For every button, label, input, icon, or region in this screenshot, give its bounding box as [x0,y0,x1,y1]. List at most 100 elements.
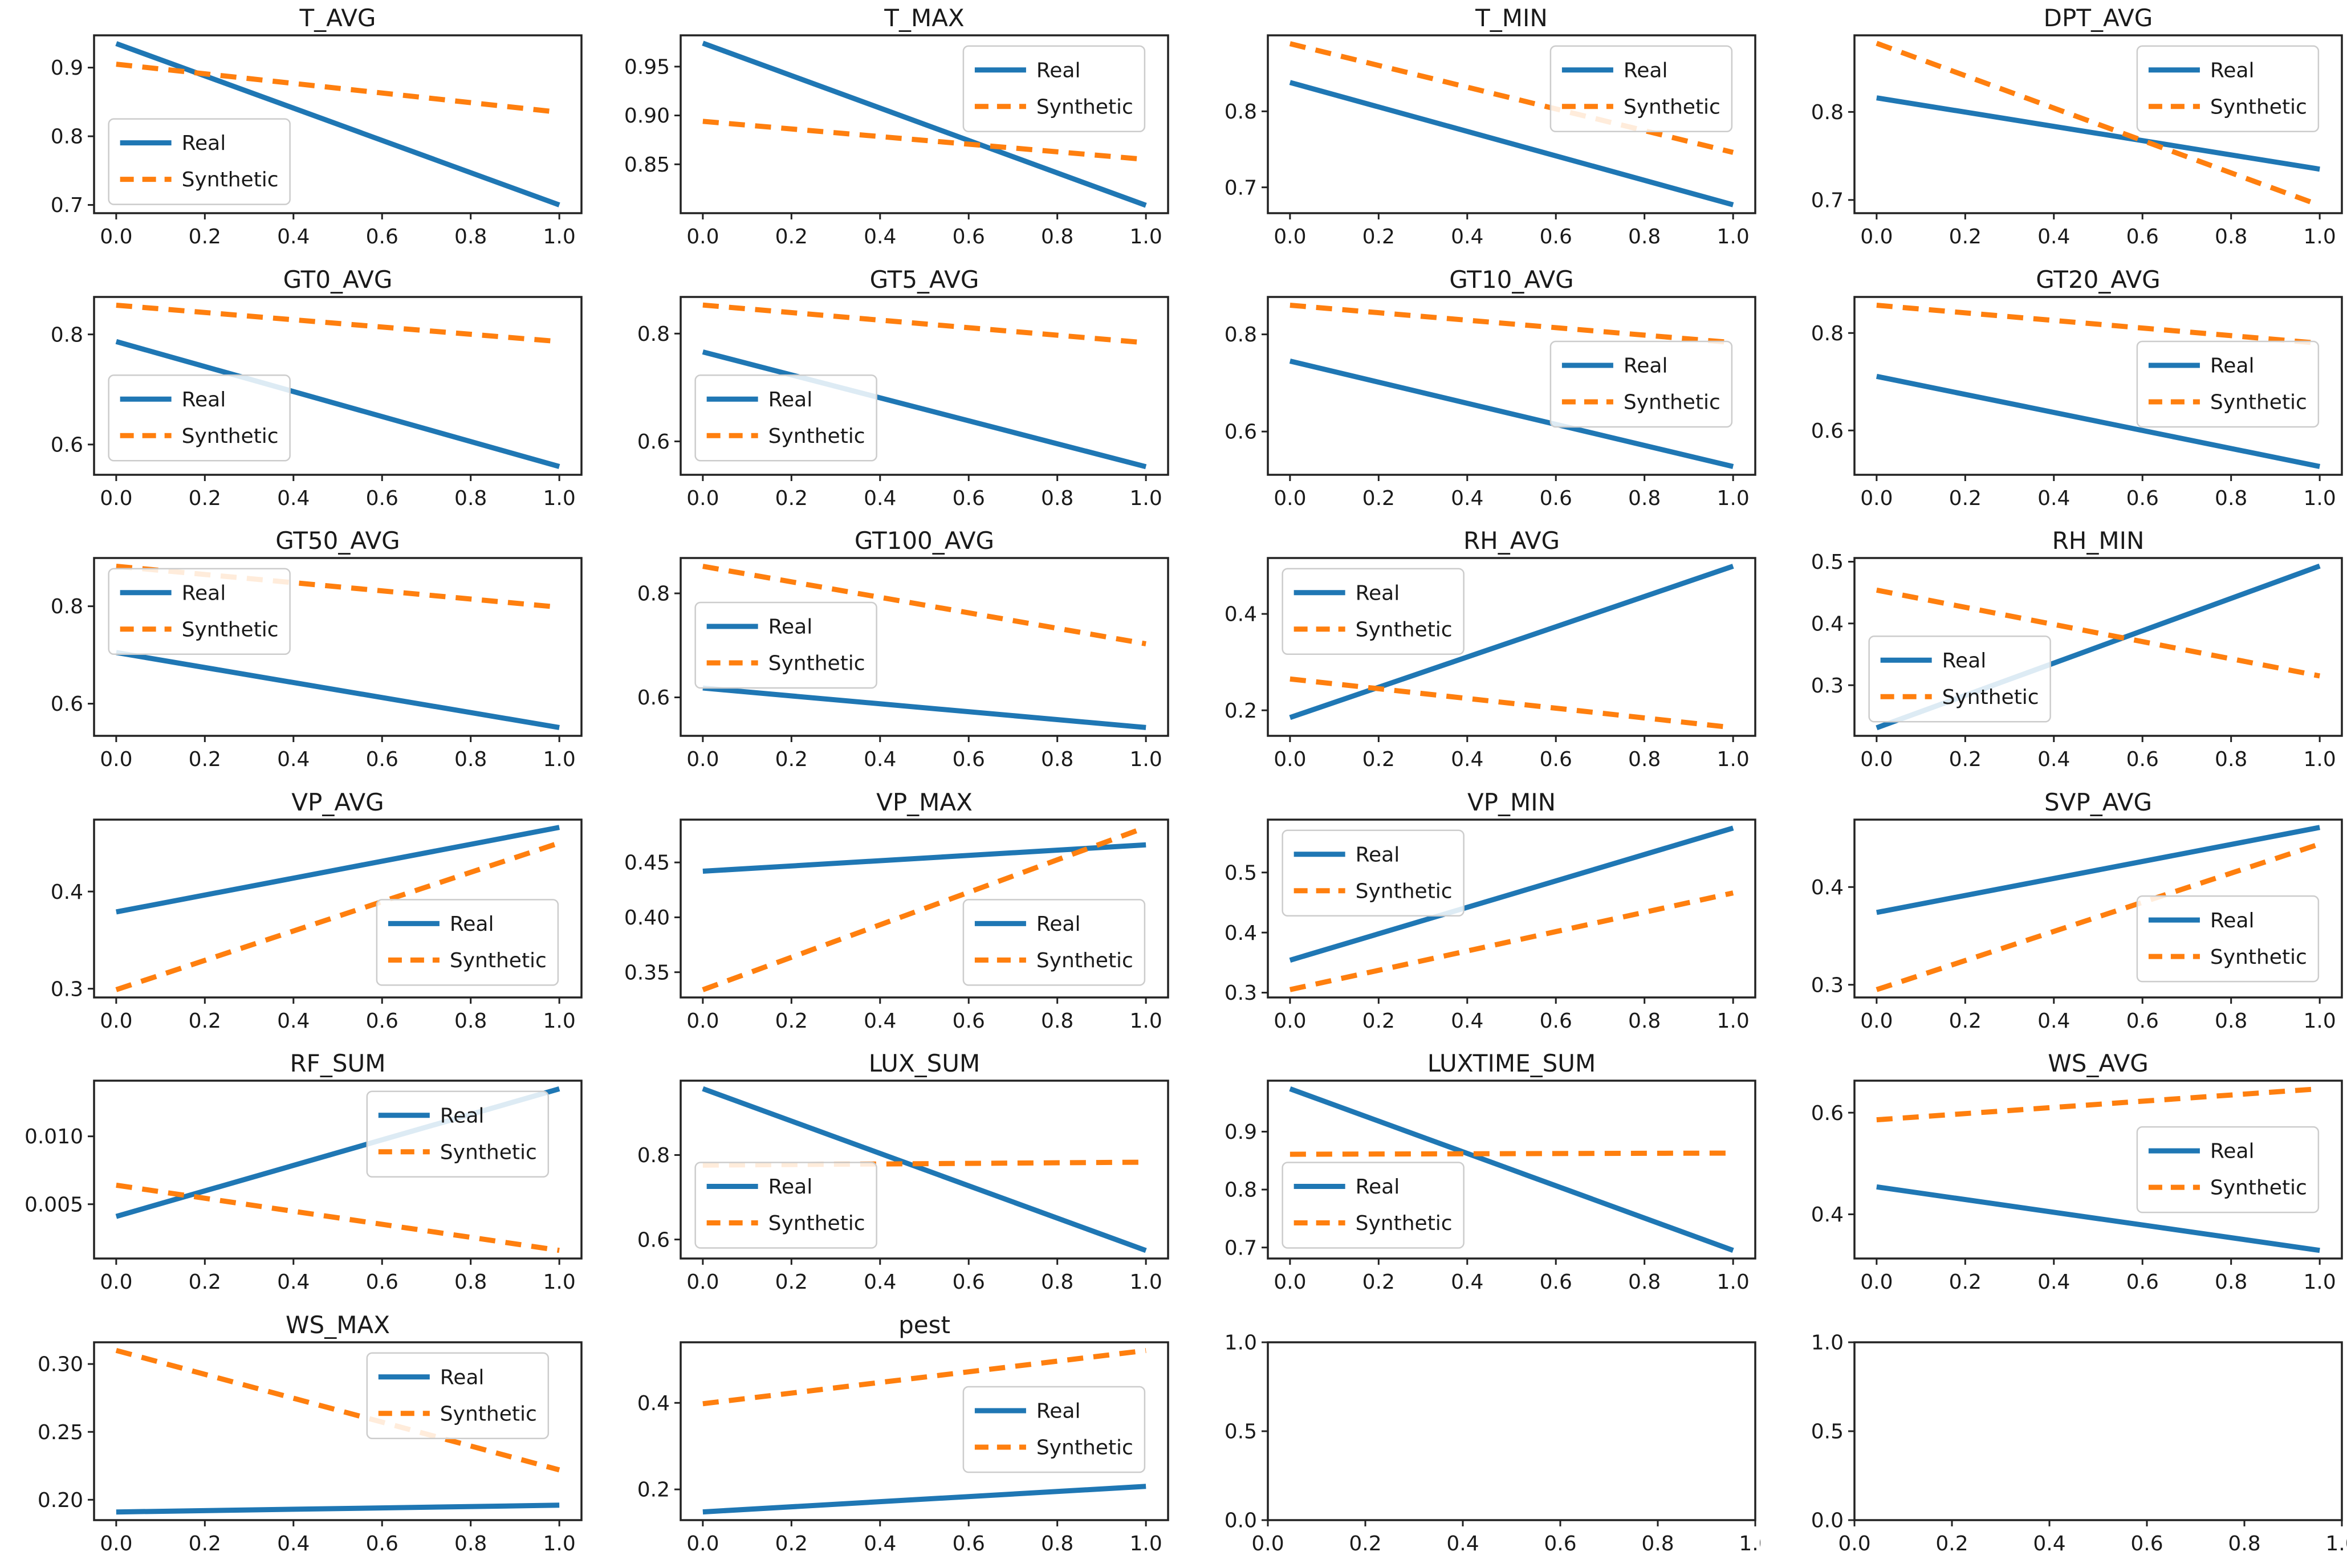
x-tick-label: 0.8 [1628,487,1661,510]
y-tick-label: 0.8 [1811,101,1843,124]
subplot-title: RF_SUM [290,1049,386,1077]
legend: Real Synthetic [1868,636,2051,723]
legend-label-real: Real [1355,843,1400,866]
x-tick-label: 0.4 [864,748,896,771]
legend-label-synthetic: Synthetic [768,1212,865,1235]
y-tick-label: 0.25 [38,1420,83,1444]
x-tick-label: 0.4 [864,1532,896,1555]
x-tick-label: 0.4 [2037,1270,2070,1294]
x-tick-label: 0.0 [1860,225,1893,249]
x-tick-label: 0.4 [2037,748,2070,771]
subplot-VP_MIN: 0.3 0.4 0.5 0.0 0.2 0.4 0.6 0.8 1.0 VP_MIN Real Syn… [1224,788,1756,1033]
legend-label-synthetic: Synthetic [182,618,279,641]
y-tick-label: 0.2 [637,1478,670,1501]
subplot-GT5_AVG: 0.6 0.8 0.0 0.2 0.4 0.6 0.8 1.0 GT5_AVG Real Synth… [637,266,1169,510]
x-tick-label: 1.0 [1130,1009,1162,1033]
y-tick-label: 0.8 [1224,100,1256,124]
x-tick-label: 0.8 [454,1532,487,1555]
subplot-title: GT100_AVG [855,527,994,555]
legend-label-synthetic: Synthetic [1942,686,2039,709]
subplot-GT50_AVG: 0.6 0.8 0.0 0.2 0.4 0.6 0.8 1.0 GT50_AVG Real Synt… [51,527,583,771]
real-line [1289,80,1734,207]
legend-label-synthetic: Synthetic [182,168,279,192]
legend-label-real: Real [1623,59,1667,82]
x-tick-label: 1.0 [1130,748,1162,771]
legend: Real Synthetic [108,118,291,205]
x-tick-label: 0.2 [775,748,808,771]
x-tick-label: 1.0 [543,225,576,249]
x-tick-label: 0.0 [686,487,719,510]
legend-label-real: Real [1942,649,1986,673]
x-tick-label: 0.4 [277,225,310,249]
x-tick-label: 0.2 [1362,225,1394,249]
legend: Real Synthetic [694,601,878,689]
y-tick-label: 0.95 [624,55,670,79]
real-line [1289,825,1734,963]
x-tick-label: 0.8 [1041,748,1073,771]
y-tick-label: 0.4 [1811,875,1843,899]
x-tick-label: 0.6 [1539,1009,1572,1033]
y-tick-label: 0.5 [1811,551,1843,574]
subplot-title: GT5_AVG [870,266,979,294]
subplot-title: RH_MIN [2052,527,2144,555]
y-tick-label: 0.4 [637,1391,670,1415]
x-tick-label: 1.0 [1716,225,1749,249]
x-tick-label: 0.6 [1539,487,1572,510]
legend: Real Synthetic [1281,568,1465,655]
subplot-RF_SUM: 0.005 0.010 0.0 0.2 0.4 0.6 0.8 1.0 RF_SUM Real Sy… [25,1049,583,1294]
x-tick-label: 1.0 [1716,487,1749,510]
subplot-title: WS_AVG [2048,1049,2149,1077]
legend-label-synthetic: Synthetic [1623,390,1720,414]
x-tick-label: 1.0 [543,1009,576,1033]
y-tick-label: 0.4 [1811,612,1843,636]
subplot-title: GT10_AVG [1449,266,1573,294]
x-tick-label: 0.0 [686,1270,719,1294]
x-tick-label: 1.0 [2303,1009,2336,1033]
subplot-title: VP_AVG [291,788,384,816]
y-tick-label: 0.5 [1224,861,1256,885]
x-tick-label: 0.4 [2037,1009,2070,1033]
legend: Real Synthetic [1281,829,1465,917]
x-tick-label: 0.2 [189,748,221,771]
x-tick-label: 1.0 [543,1532,576,1555]
x-tick-label: 0.4 [277,487,310,510]
x-tick-label: 0.4 [1451,225,1483,249]
x-tick-label: 0.8 [1628,1270,1661,1294]
legend-box [1281,829,1465,917]
legend-label-synthetic: Synthetic [182,424,279,447]
x-tick-label: 0.0 [100,1009,132,1033]
legend-label-synthetic: Synthetic [2210,390,2307,414]
x-tick-label: 0.2 [1362,748,1394,771]
x-tick-label: 0.8 [2215,487,2247,510]
real-line [1289,358,1734,469]
x-tick-label: 0.6 [366,1270,398,1294]
subplot-title: GT50_AVG [275,527,400,555]
x-tick-label: 0.4 [1451,748,1483,771]
legend-label-synthetic: Synthetic [450,949,547,972]
x-tick-label: 0.8 [454,1009,487,1033]
x-tick-label: 0.2 [189,1009,221,1033]
subplot-LUXTIME_SUM: 0.7 0.8 0.9 0.0 0.2 0.4 0.6 0.8 1.0 LUXTIME_SUM Re… [1224,1049,1756,1294]
y-tick-label: 0.2 [1224,699,1256,723]
subplot-VP_MAX: 0.35 0.40 0.45 0.0 0.2 0.4 0.6 0.8 1.0 VP_MAX Real… [624,788,1169,1033]
subplot-title: SVP_AVG [2044,788,2152,816]
x-tick-label: 0.6 [2126,225,2158,249]
axes-frame [1853,1341,2343,1521]
subplot-title: LUXTIME_SUM [1427,1049,1596,1077]
x-tick-label: 0.6 [366,1009,398,1033]
y-tick-label: 0.8 [637,322,670,345]
x-tick-label: 1.0 [1716,1270,1749,1294]
x-tick-label: 0.6 [1539,225,1572,249]
x-tick-label: 0.4 [864,225,896,249]
synthetic-line [1289,41,1734,155]
x-tick-label: 0.2 [1949,487,1981,510]
subplot-GT10_AVG: 0.6 0.8 0.0 0.2 0.4 0.6 0.8 1.0 GT10_AVG Real Synt… [1224,266,1756,510]
y-tick-label: 0.8 [51,125,83,149]
real-line [1876,95,2320,172]
legend: Real Synthetic [694,374,878,462]
x-tick-label: 1.0 [1739,1532,1760,1555]
x-tick-label: 1.0 [2303,487,2336,510]
y-tick-label: 0.4 [1224,603,1256,626]
x-tick-label: 0.6 [2126,1009,2158,1033]
